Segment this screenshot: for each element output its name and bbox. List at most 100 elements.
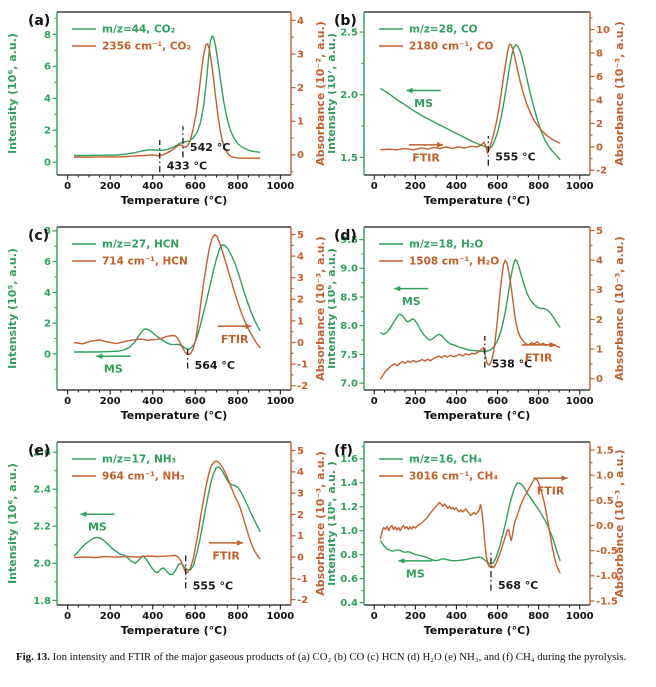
right-axis: -2 0 2 4 6 8 10 Absorbance (10⁻³, a.u.) — [590, 17, 626, 177]
svg-text:0: 0 — [371, 611, 378, 622]
ms-arrow-label: MS — [398, 558, 433, 580]
panel-label: (f) — [334, 443, 353, 459]
svg-text:0: 0 — [64, 396, 71, 407]
svg-text:2: 2 — [297, 83, 304, 94]
svg-text:Absorbance (10⁻³, a.u.): Absorbance (10⁻³, a.u.) — [314, 236, 327, 380]
svg-text:0.6: 0.6 — [340, 574, 358, 585]
svg-text:6: 6 — [44, 62, 51, 73]
temperature-annotation: 568 °C — [490, 551, 538, 592]
svg-text:0: 0 — [64, 611, 71, 622]
svg-text:2: 2 — [596, 315, 603, 326]
legend: m/z=16, CH₄ 3016 cm⁻¹, CH₄ — [379, 454, 498, 483]
svg-text:5: 5 — [596, 226, 603, 237]
svg-text:0: 0 — [64, 181, 71, 192]
svg-text:8.5: 8.5 — [340, 292, 358, 303]
svg-text:400: 400 — [446, 181, 467, 192]
svg-text:1.6: 1.6 — [340, 454, 358, 465]
vline-label: 433 °C — [167, 160, 207, 173]
svg-text:600: 600 — [487, 611, 508, 622]
svg-text:Temperature (°C): Temperature (°C) — [424, 624, 531, 637]
vline-label: 564 °C — [195, 359, 235, 372]
svg-text:1: 1 — [297, 531, 304, 542]
svg-text:-1.0: -1.0 — [596, 571, 618, 582]
svg-text:Temperature (°C): Temperature (°C) — [121, 194, 228, 207]
svg-text:Absorbance (10⁻³, a.u.): Absorbance (10⁻³, a.u.) — [613, 21, 626, 165]
legend-label: 3016 cm⁻¹, CH₄ — [409, 471, 498, 483]
ftir-series-line — [73, 233, 261, 356]
legend-label: m/z=44, CO₂ — [102, 24, 176, 36]
svg-text:0: 0 — [371, 396, 378, 407]
ms-arrow-label: MS — [80, 511, 115, 534]
svg-text:Intensity (10⁶, a.u.): Intensity (10⁶, a.u.) — [6, 33, 19, 154]
svg-text:800: 800 — [528, 181, 549, 192]
figure-caption: Fig. 13. Ion intensity and FTIR of the m… — [0, 645, 656, 664]
svg-text:-1: -1 — [297, 574, 308, 585]
svg-text:0.8: 0.8 — [340, 550, 358, 561]
svg-text:Absorbance (10⁻³, a.u.): Absorbance (10⁻³, a.u.) — [613, 236, 626, 380]
ms-arrow-label: MS — [394, 285, 429, 308]
panel-c-chart: 0 200 400 600 800 1000 Temperature (°C) 0 2 4 6 8 In… — [6, 226, 327, 422]
temperature-annotation: 555 °C — [185, 552, 233, 593]
panel-label: (c) — [28, 228, 49, 244]
panel-grid: 0 200 400 600 800 1000 Temperature (°C) 0 2 4 6 8 In… — [6, 0, 656, 637]
svg-text:1000: 1000 — [266, 611, 294, 622]
legend-label: 964 cm⁻¹, NH₃ — [102, 471, 185, 483]
svg-text:800: 800 — [528, 611, 549, 622]
svg-text:Absorbance (10⁻³ , a.u.): Absorbance (10⁻³ , a.u.) — [613, 449, 626, 597]
svg-text:0.0: 0.0 — [596, 521, 614, 532]
svg-text:200: 200 — [100, 611, 121, 622]
svg-text:3: 3 — [297, 273, 304, 284]
svg-text:Intensity (10⁶, a.u. ): Intensity (10⁶, a.u. ) — [328, 461, 338, 586]
svg-text:MS: MS — [402, 295, 421, 308]
right-axis: -2 -1 0 1 2 3 4 5 Absorbance (10⁻³, a.u.) — [291, 446, 327, 606]
svg-text:2.6: 2.6 — [33, 448, 51, 459]
svg-text:8: 8 — [596, 48, 603, 59]
svg-text:FTIR: FTIR — [412, 151, 440, 164]
svg-text:1.8: 1.8 — [33, 596, 51, 607]
ftir-arrow-label: FTIR — [209, 540, 244, 562]
svg-text:8.0: 8.0 — [340, 321, 358, 332]
panel-b: 0 200 400 600 800 1000 Temperature (°C) 1.5 2.0 2… — [328, 0, 656, 215]
svg-text:0: 0 — [297, 552, 304, 563]
svg-text:2: 2 — [44, 126, 51, 137]
svg-text:-2: -2 — [596, 166, 607, 177]
svg-text:-0.5: -0.5 — [596, 546, 618, 557]
svg-text:600: 600 — [185, 611, 206, 622]
svg-text:800: 800 — [227, 181, 248, 192]
plot-frame — [363, 441, 591, 606]
svg-text:5: 5 — [297, 446, 304, 457]
caption-label: Fig. 13. — [16, 651, 50, 663]
legend-label: m/z=28, CO — [409, 24, 478, 36]
svg-text:600: 600 — [487, 181, 508, 192]
right-axis: 0 1 2 3 4 Absorbance (10⁻², a.u.) — [291, 16, 327, 173]
svg-text:Intensity (10⁶, a.u.): Intensity (10⁶, a.u.) — [6, 463, 19, 584]
vline-label: 555 °C — [193, 580, 233, 593]
svg-text:Intensity (10⁶, a.u.): Intensity (10⁶, a.u.) — [328, 248, 338, 369]
ms-series-line — [74, 35, 261, 157]
svg-text:400: 400 — [142, 611, 163, 622]
svg-text:-2: -2 — [297, 595, 308, 606]
svg-text:8: 8 — [44, 226, 51, 237]
legend-label: 1508 cm⁻¹, H₂O — [409, 256, 499, 268]
legend: m/z=18, H₂O 1508 cm⁻¹, H₂O — [379, 239, 499, 268]
svg-text:4: 4 — [596, 95, 603, 106]
right-axis: 0 1 2 3 4 5 Absorbance (10⁻³, a.u.) — [590, 226, 626, 385]
vline-label: 538 °C — [492, 357, 532, 370]
svg-text:Temperature (°C): Temperature (°C) — [424, 194, 531, 207]
svg-text:FTIR: FTIR — [537, 485, 565, 498]
svg-text:3: 3 — [297, 49, 304, 60]
svg-text:0.4: 0.4 — [340, 598, 358, 609]
svg-text:MS: MS — [406, 567, 425, 580]
svg-text:-1: -1 — [297, 359, 308, 370]
ftir-arrow-label: FTIR — [533, 475, 568, 498]
svg-text:1000: 1000 — [566, 396, 594, 407]
panel-label: (a) — [28, 13, 50, 29]
ftir-arrow-label: FTIR — [521, 342, 556, 364]
svg-text:400: 400 — [446, 611, 467, 622]
legend-label: m/z=17, NH₃ — [102, 454, 177, 466]
temperature-annotation: 555 °C — [487, 136, 536, 166]
svg-text:7.5: 7.5 — [340, 350, 358, 361]
